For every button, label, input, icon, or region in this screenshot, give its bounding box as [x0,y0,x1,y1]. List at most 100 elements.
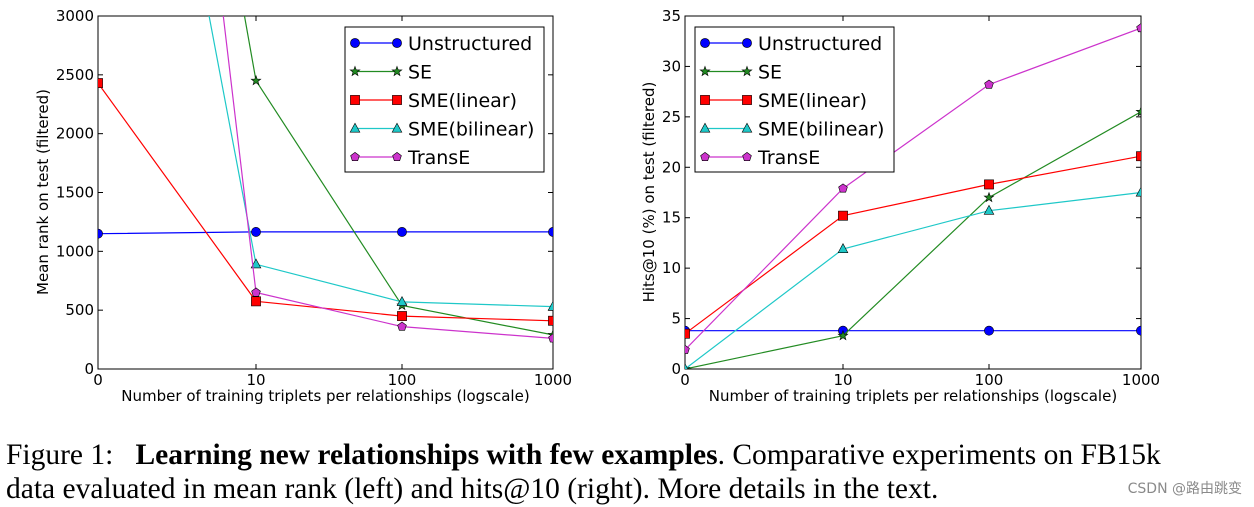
caption-title: Learning new relationships with few exam… [135,439,718,471]
data-point-unstructured [1136,325,1141,336]
y-tick-label: 2500 [56,66,94,84]
legend-marker-sme-bilinear [391,122,403,133]
y-tick-label: 500 [65,301,94,319]
data-point-sme-linear [397,311,407,321]
data-point-se [1135,105,1141,117]
data-point-sme-bilinear [250,258,262,269]
legend-marker-se [391,65,403,77]
data-point-transe [685,344,690,354]
legend-marker-transe [742,152,752,162]
series-line-se [685,111,1141,369]
caption-prefix: Figure 1: [6,439,114,471]
legend-label-transe: TransE [407,147,470,169]
data-point-sme-linear [548,315,553,326]
y-tick-label: 25 [662,108,681,126]
legend: Unstructured SE SME(linear) SME(bilinear) Tr… [344,26,545,173]
legend-marker-sme-linear [742,95,752,105]
legend-marker-unstructured [742,38,752,48]
series-line-se [243,16,553,336]
data-point-sme-bilinear [547,300,553,311]
legend-marker-sme-bilinear [741,122,753,133]
legend-marker-sme-linear [700,95,710,105]
series-line-unstructured [98,231,553,235]
x-tick-label: 0 [680,371,690,389]
y-axis-label: Mean rank on test (filtered) [34,89,52,295]
data-point-sme-linear [838,210,848,221]
data-point-transe [548,333,553,343]
legend-label-sme-bilinear: SME(bilinear) [758,119,884,141]
data-point-se [250,74,262,86]
data-point-transe [251,287,261,297]
y-tick-label: 10 [662,259,681,277]
y-tick-label: 35 [662,7,681,25]
x-tick-label: 1000 [1122,371,1160,389]
y-tick-label: 15 [662,209,681,227]
legend-marker-transe [350,152,360,162]
data-point-sme-linear [1136,151,1141,162]
data-point-unstructured [251,227,261,237]
data-point-sme-bilinear [396,296,408,306]
y-tick-label: 20 [662,158,681,176]
y-tick-label: 2000 [56,125,94,143]
x-tick-label: 1000 [534,371,572,389]
watermark: CSDN @路由跳变 [1127,481,1242,497]
data-point-sme-linear [685,328,690,339]
x-tick-label: 100 [388,371,417,389]
data-point-sme-linear [98,78,103,88]
series-line-sme-linear [685,155,1141,335]
y-axis-label: Hits@10 (%) on test (filtered) [640,82,658,303]
legend-label-sme-bilinear: SME(bilinear) [408,119,534,141]
legend-label-transe: TransE [757,147,820,169]
y-tick-label: 30 [662,57,681,75]
data-point-se [983,191,995,203]
hits-at-10-chart: 0 5 10 15 20 25 30 35 0 10 100 1000 Number of traini… [640,7,1160,405]
legend: Unstructured SE SME(linear) SME(bilinear) Tr… [694,26,895,173]
x-tick-label: 100 [975,371,1004,389]
series-line-sme-bilinear [208,16,553,308]
legend-label-unstructured: Unstructured [758,33,882,55]
mean-rank-chart: 0 500 1000 1500 2000 2500 3000 0 10 100 1000 Number… [34,7,572,405]
series-line-transe [222,16,553,339]
legend-marker-se [699,65,711,77]
y-tick-label: 1000 [56,242,94,260]
legend-marker-se [349,65,361,77]
x-axis-label: Number of training triplets per relation… [709,387,1117,405]
x-tick-label: 10 [246,371,265,389]
legend-marker-sme-linear [350,95,360,105]
data-point-transe [397,321,407,331]
legend-label-unstructured: Unstructured [408,33,532,55]
plot-area [98,16,553,343]
data-point-transe [1136,23,1141,33]
y-tick-label: 0 [671,360,681,378]
legend-marker-sme-bilinear [349,122,361,133]
x-tick-label: 0 [93,371,103,389]
legend-marker-se [741,65,753,77]
plot-area [685,23,1141,369]
data-point-sme-linear [251,296,261,307]
data-point-unstructured [984,325,994,336]
y-tick-label: 1500 [56,184,94,202]
x-tick-label: 10 [833,371,852,389]
series-line-sme-linear [98,82,553,322]
caption-line-1: Figure 1: Learning new relationships wit… [6,438,1250,472]
y-tick-label: 5 [671,310,681,328]
data-point-unstructured [548,227,553,237]
legend-label-sme-linear: SME(linear) [758,90,867,112]
caption-line-2: data evaluated in mean rank (left) and h… [6,473,939,505]
legend-marker-transe [700,152,710,162]
series-line-transe [685,27,1141,351]
caption-text-1: . Comparative experiments on FB15k [717,439,1161,471]
legend-marker-unstructured [700,38,710,48]
legend-label-se: SE [408,62,432,84]
data-point-unstructured [98,228,103,239]
data-point-unstructured [397,227,407,237]
data-point-se [837,329,849,341]
y-tick-label: 3000 [56,7,94,25]
data-point-sme-bilinear [983,204,995,215]
data-point-sme-linear [984,179,994,190]
data-point-sme-bilinear [685,363,689,369]
data-point-sme-bilinear [837,243,849,253]
legend-marker-sme-linear [392,95,402,105]
data-point-transe [838,183,848,193]
